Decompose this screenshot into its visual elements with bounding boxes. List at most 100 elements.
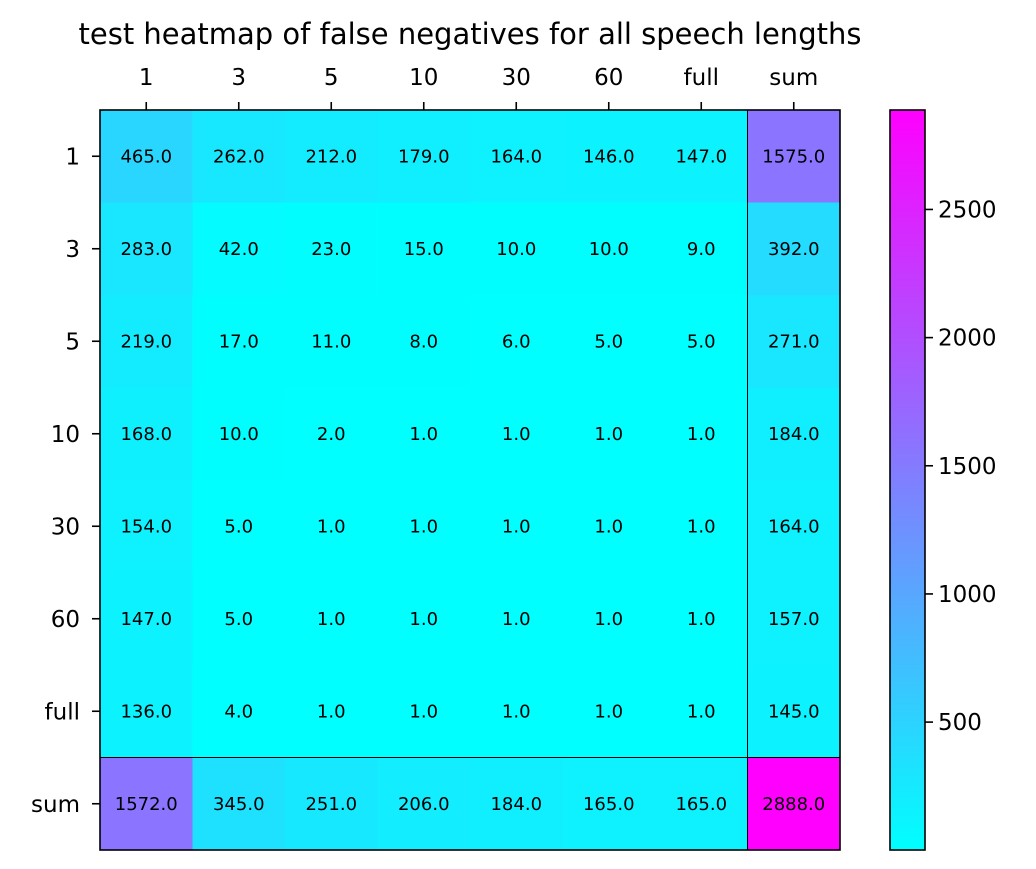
cell-value-label: 145.0 [768,701,820,722]
heatmap-cell [470,110,563,203]
cell-value-label: 1.0 [502,609,531,630]
cell-value-label: 2888.0 [762,794,825,815]
heatmap-cell [562,480,656,573]
cell-value-label: 146.0 [583,146,635,167]
heatmap-cell [100,110,193,203]
cell-value-label: 8.0 [409,331,438,352]
heatmap-cell [747,295,841,388]
y-tick-label: sum [31,792,80,818]
cell-value-label: 1.0 [317,701,346,722]
cell-value-label: 2.0 [317,424,346,445]
heatmap-cell [562,572,656,666]
heatmap-cell [100,202,193,296]
heatmap-cell [562,110,656,203]
cell-value-label: 1.0 [502,424,531,445]
x-tick-label: 30 [502,65,531,91]
y-tick-label: 1 [65,144,80,170]
cell-value-label: 1.0 [594,609,623,630]
y-axis: 1 3 5 10 30 60 full sum [31,144,100,818]
cell-value-label: 179.0 [398,146,450,167]
cell-value-label: 1.0 [502,701,531,722]
cell-value-label: 5.0 [594,331,623,352]
heatmap-cell [100,480,193,573]
heatmap-cell [562,665,656,758]
heatmap-cell [562,387,656,481]
heatmap-cell-labels: 465.0 262.0 212.0 179.0 164.0 146.0 147.0 1575.… [115,146,825,815]
cell-value-label: 1572.0 [115,794,178,815]
y-tick-label: 5 [65,329,80,355]
cell-value-label: 157.0 [768,609,820,630]
colorbar-tick-label: 1500 [938,454,997,480]
cell-value-label: 5.0 [224,609,253,630]
heatmap-cell [100,665,193,758]
cell-value-label: 283.0 [120,239,172,260]
heatmap-cell [377,387,471,481]
heatmap-cell [285,665,378,758]
heatmap-cell [655,572,748,666]
heatmap-cell [192,387,286,481]
cell-value-label: 1.0 [502,516,531,537]
heatmap-cell [377,665,471,758]
heatmap-cell [192,480,286,573]
heatmap-cell [655,665,748,758]
chart-title: test heatmap of false negatives for all … [79,17,862,51]
cell-value-label: 136.0 [120,701,172,722]
x-tick-label: 5 [324,65,339,91]
colorbar [889,109,926,851]
colorbar-tick-label: 500 [938,710,982,736]
cell-value-label: 1.0 [409,516,438,537]
heatmap-cell [747,572,841,666]
heatmap-cell [285,480,378,573]
x-tick-label: 1 [139,65,154,91]
cell-value-label: 42.0 [219,239,259,260]
heatmap-cell [470,572,563,666]
colorbar-tick-label: 1000 [938,582,997,608]
cell-value-label: 392.0 [768,239,820,260]
y-tick-label: 10 [51,422,80,448]
cell-value-label: 9.0 [687,239,716,260]
heatmap-cell [470,757,563,851]
heatmap-cell [470,387,563,481]
cell-value-label: 1.0 [687,609,716,630]
heatmap-cell [285,295,378,388]
cell-value-label: 1575.0 [762,146,825,167]
x-tick-label: 10 [409,65,438,91]
heatmap-cell [285,202,378,296]
heatmap-cell [562,202,656,296]
cell-value-label: 1.0 [317,609,346,630]
heatmap-cell [655,202,748,296]
heatmap-cell [285,572,378,666]
heatmap-cell [655,295,748,388]
heatmap-cell [470,295,563,388]
heatmap-cell [192,110,286,203]
heatmap-cell [192,202,286,296]
cell-value-label: 1.0 [594,424,623,445]
cell-value-label: 345.0 [213,794,265,815]
cell-value-label: 1.0 [317,516,346,537]
cell-value-label: 206.0 [398,794,450,815]
heatmap-cell [192,572,286,666]
cell-value-label: 1.0 [687,701,716,722]
cell-value-label: 11.0 [311,331,351,352]
cell-value-label: 164.0 [768,516,820,537]
cell-value-label: 1.0 [409,701,438,722]
x-tick-label: 60 [594,65,623,91]
heatmap-cell [562,295,656,388]
cell-value-label: 262.0 [213,146,265,167]
cell-value-label: 17.0 [219,331,259,352]
sum-separator-lines [100,110,840,850]
heatmap-cell [377,202,471,296]
heatmap-cell [747,202,841,296]
heatmap-cell [747,387,841,481]
heatmap-cell [285,387,378,481]
cell-value-label: 271.0 [768,331,820,352]
cell-value-label: 10.0 [219,424,259,445]
heatmap-cell [377,480,471,573]
cell-value-label: 165.0 [583,794,635,815]
cell-value-label: 10.0 [496,239,536,260]
heatmap-cell [470,665,563,758]
cell-value-label: 1.0 [687,516,716,537]
heatmap-cell [377,757,471,851]
heatmap-cell [747,110,841,203]
